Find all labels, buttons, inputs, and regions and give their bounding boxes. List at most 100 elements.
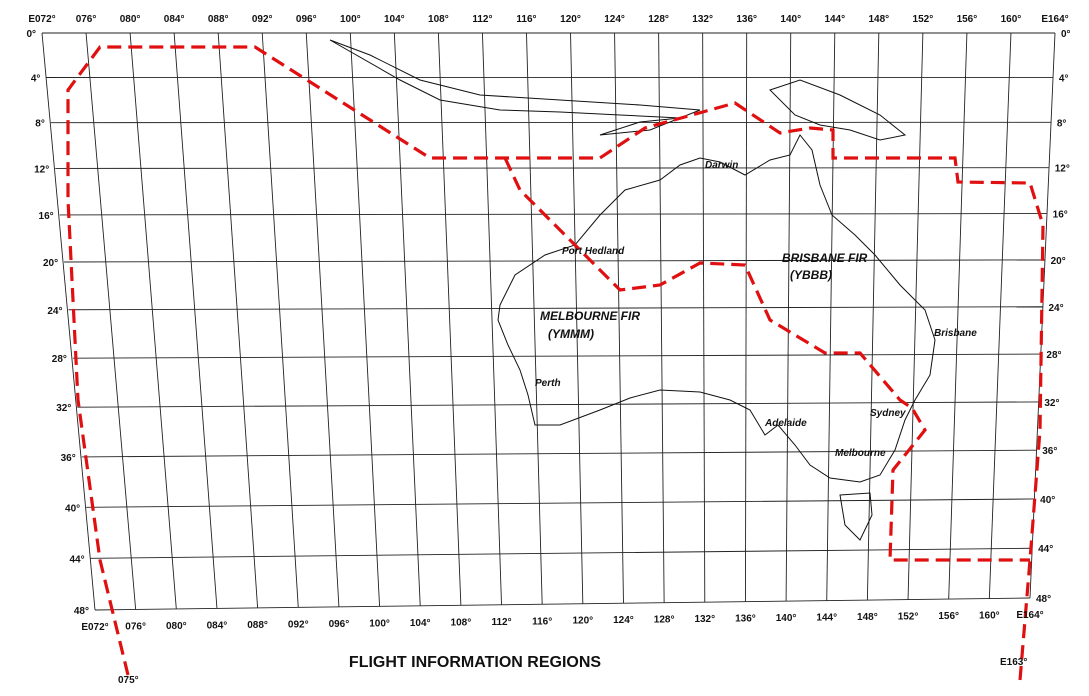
- longitude-label: 136°: [735, 614, 756, 625]
- parallel: [55, 168, 1049, 169]
- longitude-label: 112°: [472, 14, 492, 25]
- meridian: [745, 33, 746, 602]
- latitude-label: 20°: [1051, 256, 1066, 267]
- meridian: [989, 33, 1011, 599]
- latitude-label: 20°: [43, 258, 58, 269]
- longitude-label: 088°: [247, 620, 268, 631]
- parallel: [95, 598, 1030, 610]
- longitude-label: 100°: [340, 14, 361, 25]
- parallel: [73, 354, 1040, 358]
- region-name: BRISBANE FIR: [782, 251, 868, 265]
- meridian: [262, 33, 298, 607]
- longitude-label: 096°: [296, 14, 317, 25]
- latitude-label: 16°: [39, 211, 54, 222]
- city-label: Port Hedland: [562, 246, 625, 257]
- longitude-label: 120°: [560, 14, 581, 25]
- longitude-label: 120°: [572, 616, 593, 627]
- longitude-label: 128°: [648, 14, 669, 25]
- latitude-label: 44°: [69, 554, 84, 565]
- region-name: MELBOURNE FIR: [540, 309, 640, 323]
- longitude-label: E164°: [1041, 14, 1068, 25]
- boundary-label: E163°: [1000, 657, 1027, 668]
- longitude-label: 152°: [898, 612, 919, 623]
- meridian: [438, 33, 460, 605]
- latitude-label: 28°: [52, 354, 67, 365]
- meridian: [908, 33, 923, 600]
- longitude-label: 132°: [692, 14, 713, 25]
- meridian: [174, 33, 217, 608]
- longitude-label: 108°: [451, 617, 472, 628]
- latitude-label: 32°: [56, 403, 71, 414]
- latitude-label: 48°: [1036, 594, 1051, 605]
- longitude-label: 124°: [613, 615, 634, 626]
- meridian: [786, 33, 791, 601]
- meridian: [482, 33, 501, 605]
- longitude-label: 080°: [166, 621, 187, 632]
- latitude-label: 24°: [1049, 303, 1064, 314]
- latitude-label: 8°: [35, 119, 45, 130]
- longitude-label: 132°: [694, 614, 715, 625]
- meridian: [659, 33, 665, 603]
- longitude-label: 160°: [1001, 14, 1022, 25]
- latitude-label: 8°: [1057, 118, 1067, 129]
- meridian: [306, 33, 339, 607]
- longitude-label: 108°: [428, 14, 449, 25]
- longitude-label: 116°: [532, 616, 552, 627]
- longitude-label: 160°: [979, 611, 1000, 622]
- region-code: (YBBB): [790, 268, 832, 282]
- boundary-label: 075°: [118, 675, 139, 686]
- latitude-label: 40°: [1040, 495, 1055, 506]
- longitude-label: 148°: [868, 14, 889, 25]
- longitude-label: E072°: [28, 14, 55, 25]
- map-title: FLIGHT INFORMATION REGIONS: [349, 654, 601, 671]
- meridian: [350, 33, 379, 606]
- longitude-label: 128°: [654, 615, 675, 626]
- longitude-label: E072°: [81, 622, 108, 633]
- longitude-label: 144°: [816, 613, 837, 624]
- meridian: [218, 33, 257, 608]
- meridian: [394, 33, 420, 606]
- latitude-label: 48°: [74, 606, 89, 617]
- meridian: [827, 33, 835, 601]
- latitude-label: 4°: [31, 73, 41, 84]
- longitude-label: 096°: [329, 619, 350, 630]
- city-label: Brisbane: [934, 328, 977, 339]
- longitude-label: 148°: [857, 612, 878, 623]
- longitude-label: 156°: [938, 611, 959, 622]
- meridian: [130, 33, 176, 609]
- longitude-label: 100°: [369, 618, 390, 629]
- longitude-label: 104°: [384, 14, 405, 25]
- longitude-label: E164°: [1016, 610, 1043, 621]
- latitude-label: 36°: [1042, 446, 1057, 457]
- longitude-label: 152°: [913, 14, 934, 25]
- city-label: Adelaide: [764, 418, 807, 429]
- longitude-label: 088°: [208, 14, 229, 25]
- longitude-label: 124°: [604, 14, 625, 25]
- meridian: [867, 33, 878, 600]
- latitude-label: 24°: [47, 306, 62, 317]
- latitude-label: 28°: [1046, 350, 1061, 361]
- city-label: Darwin: [705, 160, 738, 171]
- city-label: Sydney: [870, 408, 906, 419]
- longitude-label: 076°: [125, 621, 146, 632]
- longitude-label: 092°: [252, 14, 273, 25]
- latitude-label: 32°: [1044, 398, 1059, 409]
- indonesia-coast: [330, 40, 700, 118]
- longitude-label: 084°: [207, 620, 228, 631]
- latitude-label: 40°: [65, 503, 80, 514]
- latitude-label: 16°: [1053, 210, 1068, 221]
- region-code: (YMMM): [548, 327, 594, 341]
- longitude-label: 080°: [120, 14, 141, 25]
- longitude-label: 084°: [164, 14, 185, 25]
- latitude-label: 12°: [1055, 164, 1070, 175]
- latitude-label: 0°: [26, 29, 36, 40]
- meridian: [42, 33, 95, 610]
- parallel: [64, 260, 1045, 262]
- longitude-label: 140°: [780, 14, 801, 25]
- parallel: [60, 214, 1047, 215]
- longitude-label: 112°: [491, 617, 511, 628]
- parallel: [77, 402, 1038, 407]
- meridian: [703, 33, 705, 602]
- latitude-label: 44°: [1038, 544, 1053, 555]
